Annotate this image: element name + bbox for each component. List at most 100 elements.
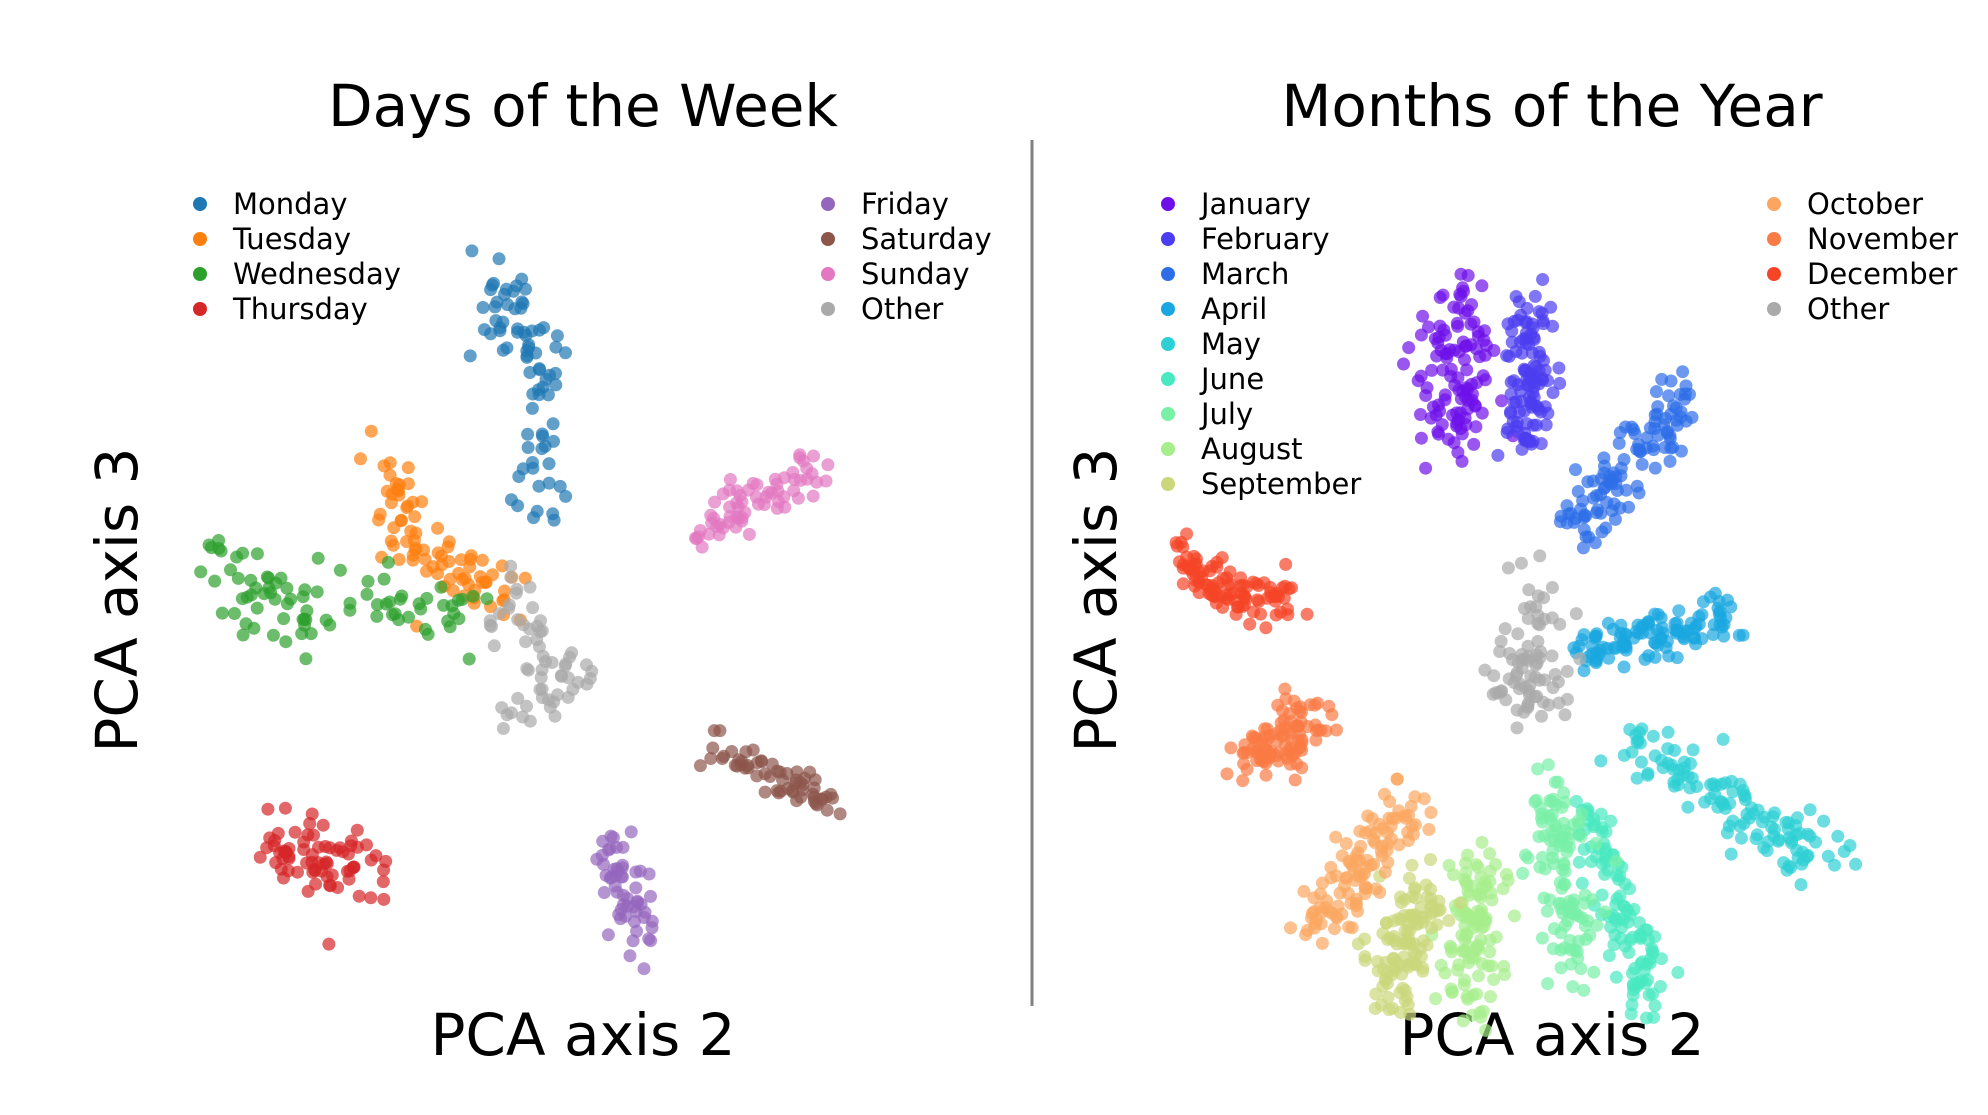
months-point-december <box>1215 551 1229 565</box>
months-point-september <box>1387 914 1401 928</box>
days-point-wednesday <box>280 581 294 595</box>
months-point-march <box>1607 466 1621 480</box>
days-legend-label-saturday: Saturday <box>861 222 992 256</box>
months-point-august <box>1438 966 1452 980</box>
months-point-october <box>1386 812 1399 826</box>
months-point-january <box>1461 304 1475 318</box>
months-series-november <box>1220 682 1343 788</box>
months-point-november <box>1294 715 1308 729</box>
months-legend-label-other: Other <box>1807 292 1889 326</box>
days-point-wednesday <box>480 592 494 606</box>
months-point-september <box>1381 990 1395 1004</box>
days-point-wednesday <box>299 652 313 666</box>
months-point-march <box>1554 509 1568 523</box>
months-point-july <box>1557 877 1571 891</box>
days-point-saturday <box>758 785 772 799</box>
days-point-other <box>504 570 518 584</box>
days-point-monday <box>532 383 546 397</box>
months-point-june <box>1625 930 1639 944</box>
months-point-march <box>1599 521 1613 535</box>
months-point-october <box>1390 772 1404 786</box>
months-point-january <box>1419 389 1433 402</box>
months-point-july <box>1543 794 1557 808</box>
days-legend-marker-sunday <box>821 267 835 281</box>
months-point-february <box>1524 327 1538 341</box>
months-point-june <box>1594 807 1608 821</box>
months-point-january <box>1419 461 1433 475</box>
months-legend-item-august: August <box>1161 432 1303 466</box>
months-point-january <box>1477 333 1491 347</box>
months-point-april <box>1703 590 1717 604</box>
months-point-october <box>1315 936 1329 950</box>
months-point-march <box>1648 461 1662 475</box>
days-point-sunday <box>689 531 702 545</box>
days-point-wednesday <box>280 597 294 611</box>
months-series-september <box>1351 853 1467 1021</box>
days-point-wednesday <box>236 628 250 642</box>
days-point-wednesday <box>311 551 325 565</box>
months-point-november <box>1274 723 1288 737</box>
days-point-other <box>523 622 537 636</box>
months-point-november <box>1279 738 1292 752</box>
months-point-june <box>1595 857 1609 870</box>
months-point-january <box>1425 363 1439 377</box>
months-point-may <box>1633 736 1647 750</box>
days-point-saturday <box>833 807 847 821</box>
months-point-september <box>1416 934 1430 948</box>
days-point-thursday <box>377 892 391 906</box>
months-legend-item-july: July <box>1161 397 1253 431</box>
months-chart-title: Months of the Year <box>1281 72 1822 140</box>
months-legend-label-february: February <box>1201 222 1330 256</box>
days-point-tuesday <box>486 568 499 582</box>
months-point-january <box>1414 431 1428 445</box>
days-point-wednesday <box>279 635 293 649</box>
days-legend-item-tuesday: Tuesday <box>193 222 351 256</box>
days-point-thursday <box>379 854 393 868</box>
months-point-august <box>1462 956 1475 970</box>
months-series-february <box>1491 273 1567 462</box>
days-legend-marker-monday <box>193 197 207 211</box>
months-point-march <box>1662 389 1676 403</box>
months-point-may <box>1809 835 1823 849</box>
days-point-other <box>483 614 497 628</box>
months-point-december <box>1270 587 1284 600</box>
months-series-october <box>1284 772 1438 950</box>
days-point-thursday <box>360 838 373 852</box>
months-point-other <box>1506 653 1520 667</box>
months-point-july <box>1558 919 1572 932</box>
days-legend-label-friday: Friday <box>861 187 949 221</box>
months-point-april <box>1607 640 1621 654</box>
months-point-july <box>1568 906 1582 919</box>
days-point-tuesday <box>401 461 415 475</box>
days-point-wednesday <box>414 602 428 616</box>
days-point-tuesday <box>364 424 378 438</box>
days-point-other <box>511 691 525 705</box>
months-point-november <box>1288 773 1302 787</box>
months-point-september <box>1358 932 1372 946</box>
days-point-monday <box>496 343 510 357</box>
months-point-december <box>1300 607 1314 621</box>
days-legend-marker-tuesday <box>193 232 207 246</box>
months-point-january <box>1436 288 1450 302</box>
months-point-june <box>1655 952 1668 966</box>
months-legend-label-september: September <box>1201 467 1361 501</box>
months-legend-marker-january <box>1161 197 1175 211</box>
days-point-friday <box>627 900 640 914</box>
days-legend-marker-wednesday <box>193 267 207 281</box>
months-point-october <box>1373 885 1387 899</box>
months-point-august <box>1470 987 1483 1001</box>
months-point-august <box>1476 1004 1490 1018</box>
days-point-wednesday <box>370 598 384 612</box>
days-point-tuesday <box>446 584 460 598</box>
days-point-wednesday <box>231 571 245 585</box>
months-point-other <box>1514 556 1528 570</box>
days-point-saturday <box>707 724 721 738</box>
months-point-february <box>1534 437 1548 451</box>
months-point-july <box>1533 801 1547 815</box>
days-point-tuesday <box>431 521 445 535</box>
days-point-thursday <box>269 856 283 870</box>
months-point-february <box>1512 295 1526 309</box>
days-legend-item-wednesday: Wednesday <box>193 257 401 291</box>
